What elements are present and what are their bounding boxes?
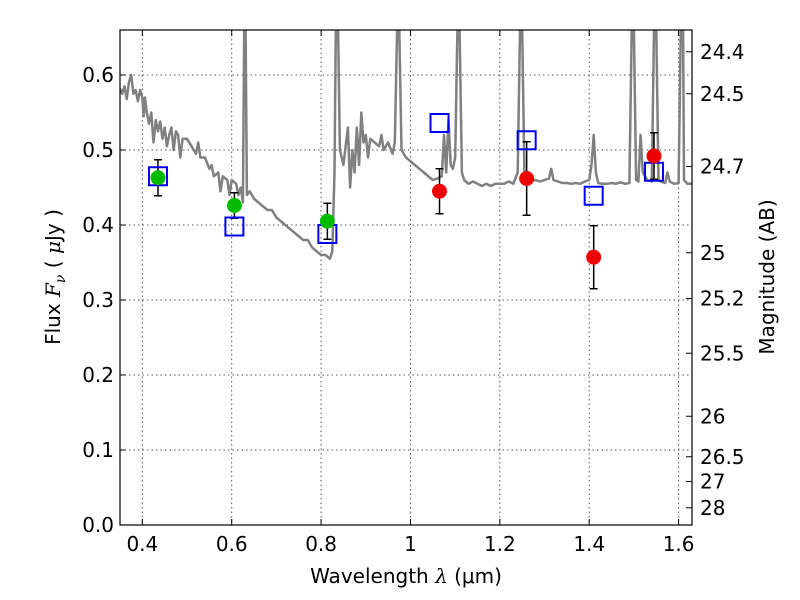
- right-tick-label: 25.2: [700, 287, 745, 311]
- model-square-marker: [429, 113, 450, 133]
- data-markers: [147, 113, 665, 265]
- x-tick-label: 0.6: [216, 532, 248, 556]
- y-tick-label: 0.5: [82, 138, 114, 162]
- grid-lines: [120, 30, 692, 526]
- y-tick-label: 0.3: [82, 288, 114, 312]
- observed-point-marker: [150, 170, 166, 186]
- right-tick-label: 27: [700, 470, 725, 494]
- right-tick-label: 26.5: [700, 445, 745, 469]
- y-axis-ticks: 0.0 0.1 0.2 0.3 0.4 0.5 0.6: [82, 63, 126, 537]
- y-tick-label: 0.2: [82, 363, 114, 387]
- right-tick-label: 26: [700, 404, 725, 428]
- observed-point-marker: [519, 171, 535, 186]
- y-tick-label: 0.4: [82, 213, 114, 237]
- right-tick-label: 24.5: [700, 82, 745, 106]
- x-axis-ticks: 0.4 0.6 0.8 1 1.2 1.4 1.6: [126, 30, 695, 556]
- x-tick-label: 1.4: [573, 532, 605, 556]
- right-axis-label: Magnitude (AB): [755, 199, 779, 354]
- y-axis-label: Flux Fν ( μJy ): [41, 209, 69, 345]
- x-tick-label: 1.6: [663, 532, 695, 556]
- x-tick-label: 1: [404, 532, 417, 556]
- observed-point-marker: [586, 249, 602, 265]
- model-spectrum-line: [120, 30, 692, 261]
- y-tick-label: 0.0: [82, 513, 114, 537]
- model-square-marker: [516, 130, 537, 151]
- x-tick-label: 0.4: [126, 532, 158, 556]
- right-tick-label: 24.4: [700, 40, 745, 64]
- observed-point-marker: [432, 183, 448, 199]
- observed-point-marker: [646, 148, 662, 164]
- x-axis-label: Wavelength λ (μm): [310, 564, 502, 588]
- observed-point-marker: [319, 213, 335, 229]
- right-tick-label: 28: [700, 496, 725, 520]
- x-tick-label: 1.2: [484, 532, 516, 556]
- y-tick-label: 0.6: [82, 63, 114, 87]
- model-square-marker: [583, 185, 604, 206]
- observed-point-marker: [226, 198, 242, 213]
- right-tick-label: 25: [700, 241, 725, 265]
- right-tick-label: 24.7: [700, 155, 745, 179]
- right-tick-label: 25.5: [700, 341, 745, 365]
- plot-frame: [119, 29, 693, 526]
- model-square-marker: [224, 216, 245, 237]
- y-tick-label: 0.1: [82, 438, 114, 462]
- x-tick-label: 0.8: [305, 532, 337, 556]
